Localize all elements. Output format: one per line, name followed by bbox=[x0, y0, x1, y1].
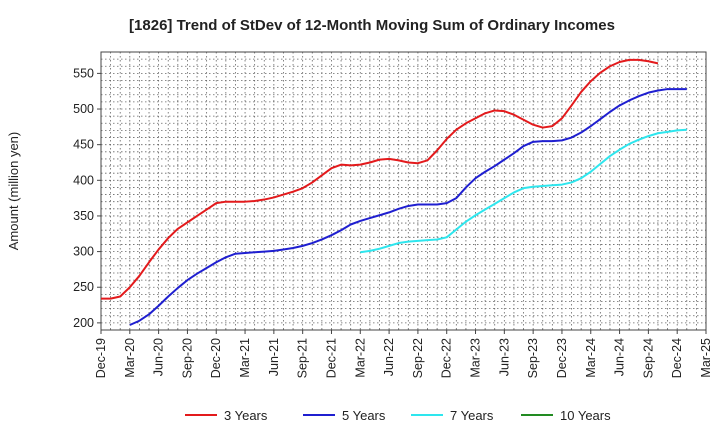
y-tick-label: 500 bbox=[73, 102, 94, 116]
legend-label: 5 Years bbox=[342, 408, 386, 423]
series-line-2 bbox=[129, 88, 687, 326]
x-tick-label: Sep-23 bbox=[526, 338, 540, 378]
x-tick-label: Mar-21 bbox=[238, 338, 252, 378]
x-tick-label: Sep-22 bbox=[411, 338, 425, 378]
x-tick-label: Jun-24 bbox=[613, 338, 627, 376]
chart-title: [1826] Trend of StDev of 12-Month Moving… bbox=[129, 17, 615, 34]
series-line-1 bbox=[101, 58, 659, 300]
x-tick-label: Mar-25 bbox=[699, 338, 713, 378]
legend-label: 10 Years bbox=[560, 408, 611, 423]
plot-frame bbox=[100, 51, 707, 331]
x-tick-label: Sep-20 bbox=[180, 338, 194, 378]
x-tick-label: Dec-19 bbox=[94, 338, 108, 378]
plot-area: 200 250 300 350 400 450 500 550 Dec-19 Mar-20 Jun-… bbox=[73, 51, 713, 378]
x-tick-label: Dec-24 bbox=[670, 338, 684, 378]
y-tick-label: 300 bbox=[73, 245, 94, 259]
series-line-3 bbox=[360, 128, 687, 254]
x-tick-label: Dec-23 bbox=[555, 338, 569, 378]
y-tick-label: 350 bbox=[73, 209, 94, 223]
y-axis-label: Amount (million yen) bbox=[6, 132, 21, 251]
x-tick-label: Mar-22 bbox=[353, 338, 367, 378]
x-tick-label: Mar-23 bbox=[469, 338, 483, 378]
x-tick-label: Jun-21 bbox=[267, 338, 281, 376]
y-tick-label: 250 bbox=[73, 280, 94, 294]
legend-label: 7 Years bbox=[450, 408, 494, 423]
y-tick-label: 550 bbox=[73, 66, 94, 80]
x-tick-label: Jun-23 bbox=[497, 338, 511, 376]
x-tick-label: Mar-20 bbox=[123, 338, 137, 378]
x-tick-label: Mar-24 bbox=[584, 338, 598, 378]
x-tick-label: Jun-22 bbox=[382, 338, 396, 376]
x-tick-label: Dec-20 bbox=[209, 338, 223, 378]
x-tick-label: Dec-21 bbox=[324, 338, 338, 378]
x-tick-label: Dec-22 bbox=[440, 338, 454, 378]
legend: 3 Years 5 Years 7 Years 10 Years bbox=[185, 408, 611, 423]
legend-label: 3 Years bbox=[224, 408, 268, 423]
y-tick-label: 450 bbox=[73, 138, 94, 152]
x-tick-label: Sep-21 bbox=[296, 338, 310, 378]
x-tick-label: Sep-24 bbox=[641, 338, 655, 378]
y-tick-label: 200 bbox=[73, 316, 94, 330]
x-tick-label: Jun-20 bbox=[152, 338, 166, 376]
y-tick-label: 400 bbox=[73, 173, 94, 187]
